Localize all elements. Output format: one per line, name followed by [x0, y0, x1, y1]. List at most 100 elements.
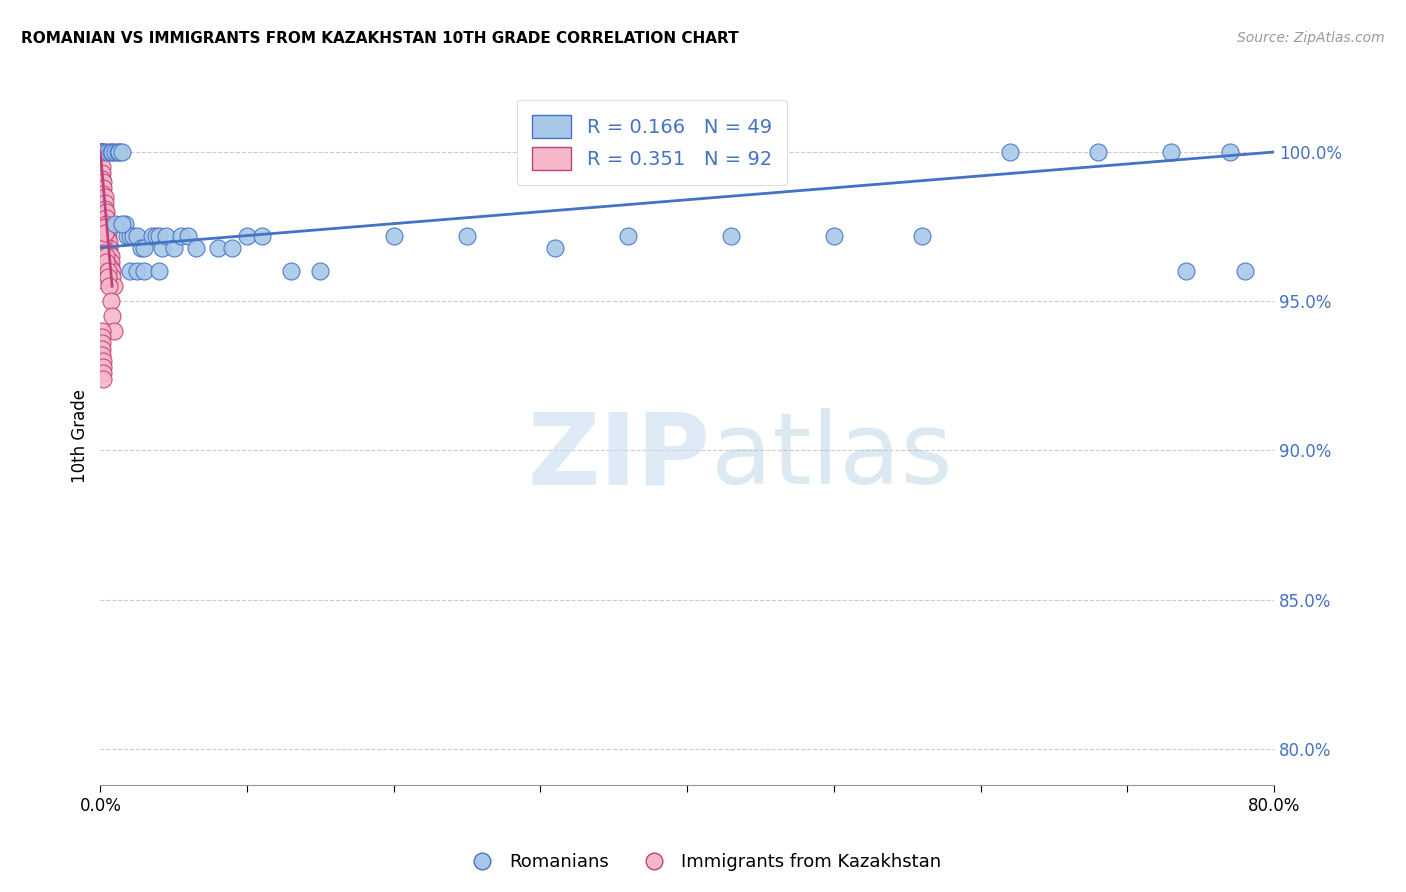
Point — [115, 228, 138, 243]
Point — [96, 204, 118, 219]
Point — [101, 264, 124, 278]
Point — [100, 145, 122, 159]
Point — [90, 190, 112, 204]
Point — [90, 244, 112, 258]
Point — [911, 228, 934, 243]
Point — [145, 228, 167, 243]
Point — [94, 219, 117, 234]
Point — [823, 228, 845, 243]
Point — [91, 181, 114, 195]
Point — [91, 240, 114, 254]
Point — [101, 270, 124, 285]
Point — [101, 145, 124, 159]
Point — [134, 264, 156, 278]
Point — [90, 202, 112, 216]
Point — [177, 228, 200, 243]
Point — [96, 217, 118, 231]
Point — [91, 222, 114, 236]
Point — [90, 145, 112, 159]
Point — [96, 228, 118, 243]
Point — [90, 145, 112, 159]
Point — [91, 372, 114, 386]
Point — [91, 354, 114, 368]
Text: atlas: atlas — [710, 408, 952, 505]
Point — [94, 226, 117, 240]
Point — [90, 255, 112, 269]
Point — [91, 246, 114, 260]
Point — [91, 235, 114, 249]
Y-axis label: 10th Grade: 10th Grade — [72, 389, 89, 483]
Point — [96, 255, 118, 269]
Point — [103, 279, 125, 293]
Point — [91, 199, 114, 213]
Point — [382, 228, 405, 243]
Point — [98, 252, 121, 267]
Point — [90, 172, 112, 186]
Point — [150, 240, 173, 254]
Point — [96, 246, 118, 260]
Point — [90, 324, 112, 338]
Point — [97, 219, 120, 234]
Point — [1087, 145, 1109, 159]
Point — [107, 145, 129, 159]
Point — [114, 217, 136, 231]
Point — [90, 208, 112, 222]
Point — [90, 237, 112, 252]
Point — [94, 213, 117, 227]
Point — [121, 228, 143, 243]
Point — [91, 204, 114, 219]
Point — [90, 336, 112, 351]
Point — [134, 240, 156, 254]
Point — [90, 160, 112, 174]
Point — [720, 228, 742, 243]
Point — [104, 217, 127, 231]
Point — [98, 279, 121, 293]
Point — [97, 231, 120, 245]
Point — [90, 184, 112, 198]
Point — [170, 228, 193, 243]
Point — [90, 226, 112, 240]
Point — [90, 145, 112, 159]
Point — [90, 261, 112, 276]
Point — [100, 255, 122, 269]
Point — [544, 240, 567, 254]
Point — [125, 228, 148, 243]
Point — [221, 240, 243, 254]
Point — [97, 264, 120, 278]
Point — [90, 273, 112, 287]
Point — [1219, 145, 1241, 159]
Point — [96, 235, 118, 249]
Point — [98, 246, 121, 260]
Point — [280, 264, 302, 278]
Point — [100, 294, 122, 309]
Point — [97, 244, 120, 258]
Point — [97, 270, 120, 285]
Point — [90, 348, 112, 362]
Point — [90, 145, 112, 159]
Point — [617, 228, 640, 243]
Point — [96, 250, 118, 264]
Point — [91, 175, 114, 189]
Point — [184, 240, 207, 254]
Point — [103, 324, 125, 338]
Point — [1160, 145, 1182, 159]
Point — [118, 228, 141, 243]
Point — [91, 217, 114, 231]
Point — [90, 268, 112, 282]
Point — [148, 228, 170, 243]
Point — [236, 228, 259, 243]
Point — [94, 219, 117, 234]
Point — [91, 186, 114, 201]
Text: ZIP: ZIP — [527, 408, 710, 505]
Point — [94, 231, 117, 245]
Point — [163, 240, 186, 254]
Point — [100, 250, 122, 264]
Point — [97, 226, 120, 240]
Point — [155, 228, 177, 243]
Legend: Romanians, Immigrants from Kazakhstan: Romanians, Immigrants from Kazakhstan — [457, 847, 949, 879]
Point — [309, 264, 332, 278]
Point — [207, 240, 229, 254]
Point — [91, 193, 114, 207]
Point — [90, 330, 112, 344]
Point — [90, 213, 112, 227]
